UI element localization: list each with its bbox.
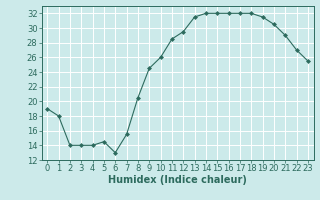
X-axis label: Humidex (Indice chaleur): Humidex (Indice chaleur) [108, 175, 247, 185]
